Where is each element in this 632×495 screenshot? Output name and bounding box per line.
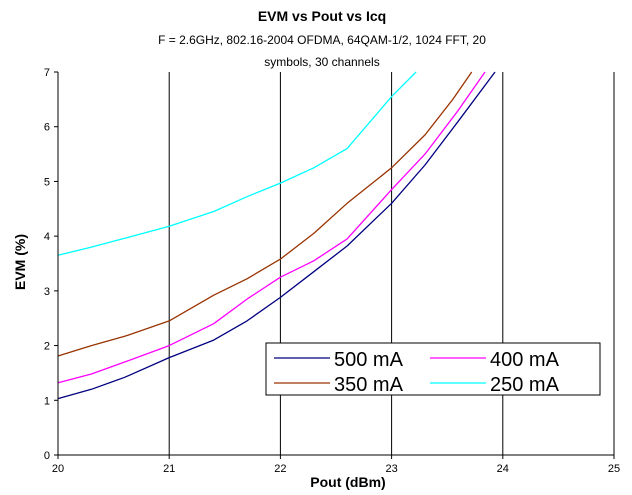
series-line bbox=[57, 71, 417, 256]
legend-label: 400 mA bbox=[490, 349, 560, 371]
x-axis-label: Pout (dBm) bbox=[310, 474, 385, 490]
x-tick-label: 22 bbox=[274, 463, 286, 475]
series-line bbox=[57, 71, 486, 384]
series-line bbox=[57, 71, 473, 357]
y-tick-label: 7 bbox=[44, 67, 50, 79]
y-tick-label: 4 bbox=[44, 231, 50, 243]
chart-subtitle-line-2: symbols, 30 channels bbox=[264, 55, 379, 69]
x-tick-label: 20 bbox=[52, 463, 64, 475]
y-tick-label: 2 bbox=[44, 341, 50, 353]
series-line bbox=[57, 71, 496, 400]
x-tick-label: 23 bbox=[385, 463, 397, 475]
chart-subtitle-line-1: F = 2.6GHz, 802.16-2004 OFDMA, 64QAM-1/2… bbox=[158, 33, 486, 47]
y-tick-label: 5 bbox=[44, 176, 50, 188]
legend-label: 250 mA bbox=[490, 374, 560, 396]
x-tick-label: 21 bbox=[163, 463, 175, 475]
legend-box bbox=[265, 342, 601, 396]
chart-title: EVM vs Pout vs Icq bbox=[258, 8, 386, 24]
y-tick-label: 1 bbox=[44, 395, 50, 407]
legend-label: 500 mA bbox=[334, 349, 404, 371]
x-tick-label: 25 bbox=[608, 463, 620, 475]
series-layer bbox=[57, 71, 496, 400]
legend: 500 mA 400 mA 350 mA 250 mA bbox=[265, 342, 601, 396]
x-tick-label: 24 bbox=[497, 463, 509, 475]
y-tick-label: 0 bbox=[44, 450, 50, 462]
legend-label: 350 mA bbox=[334, 374, 404, 396]
y-tick-label: 6 bbox=[44, 122, 50, 134]
y-tick-label: 3 bbox=[44, 286, 50, 298]
y-axis-label: EVM (%) bbox=[12, 234, 28, 290]
